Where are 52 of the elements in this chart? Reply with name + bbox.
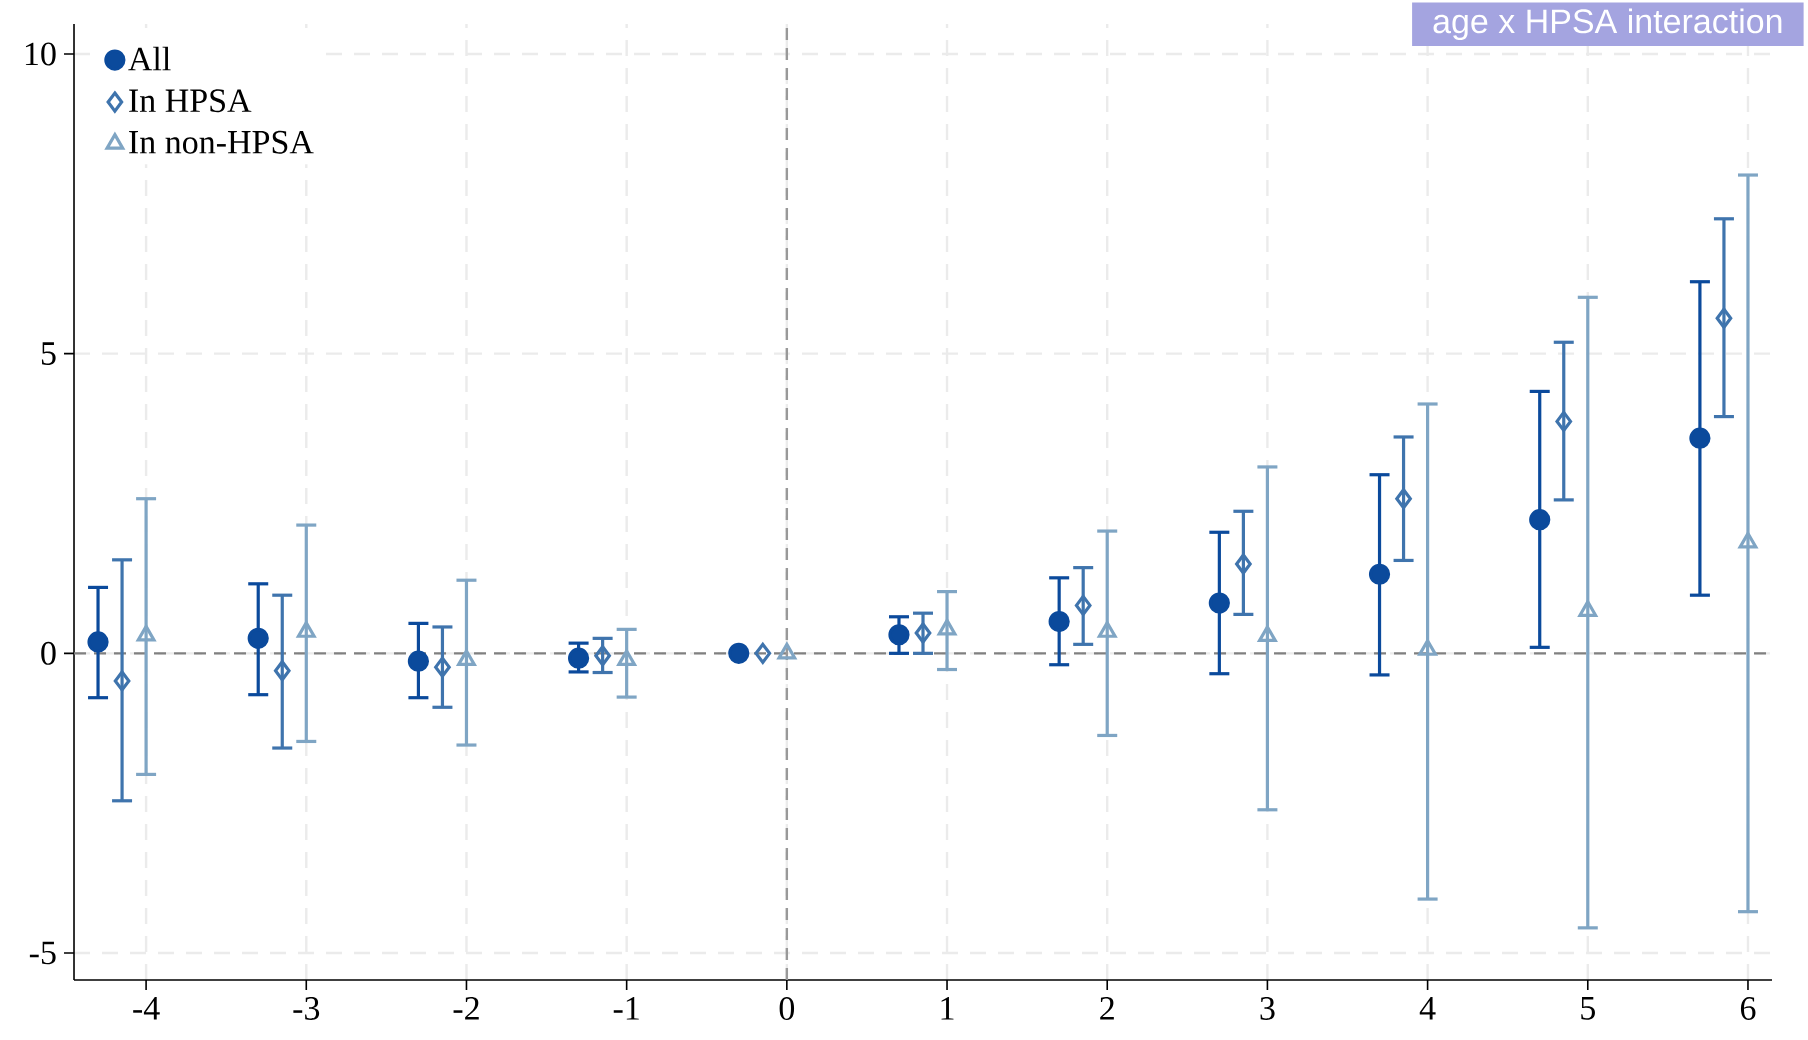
x-tick-label: 4 — [1419, 997, 1436, 1020]
point — [87, 631, 109, 653]
point — [1715, 307, 1733, 329]
point — [247, 627, 269, 649]
point — [407, 650, 430, 672]
point — [914, 622, 932, 644]
point — [1048, 610, 1070, 633]
point — [1258, 625, 1277, 643]
point — [457, 649, 476, 667]
point — [1235, 553, 1252, 575]
x-tick-label: 3 — [1260, 997, 1275, 1020]
point — [113, 670, 131, 692]
point — [1418, 639, 1437, 656]
legend-label: In HPSA — [129, 89, 252, 113]
point — [937, 618, 957, 636]
x-tick-label: -2 — [453, 997, 479, 1020]
point — [296, 621, 316, 638]
legend-label: All — [128, 46, 171, 71]
x-tick-label: -3 — [293, 997, 320, 1020]
point — [434, 656, 451, 678]
legend-label: In non-HPSA — [129, 130, 314, 154]
point — [1555, 410, 1573, 432]
point — [617, 649, 637, 667]
point — [1097, 621, 1117, 638]
point — [888, 624, 910, 646]
annotation: age x HPSA interaction — [1433, 8, 1782, 41]
y-tick-label: 0 — [41, 641, 56, 665]
point — [136, 624, 156, 642]
x-tick-label: 5 — [1581, 997, 1595, 1020]
point — [754, 642, 772, 664]
point — [1738, 531, 1758, 549]
point — [594, 645, 611, 667]
y-tick-label: -5 — [29, 941, 56, 965]
point — [273, 660, 291, 682]
y-tick-label: 5 — [41, 342, 56, 365]
x-tick-label: 6 — [1740, 997, 1756, 1020]
x-tick-label: -1 — [613, 997, 639, 1020]
x-tick-label: -4 — [133, 997, 160, 1020]
point — [1578, 600, 1598, 617]
point — [1208, 592, 1230, 614]
point — [777, 642, 797, 660]
point — [1689, 427, 1711, 449]
point — [1074, 594, 1092, 616]
x-tick-label: 0 — [779, 997, 795, 1021]
point — [1368, 563, 1391, 585]
point — [728, 642, 750, 664]
point — [568, 647, 590, 669]
point — [1395, 488, 1412, 510]
x-tick-label: 1 — [941, 997, 954, 1020]
x-tick-label: 2 — [1100, 997, 1114, 1020]
point — [1529, 509, 1551, 531]
y-tick-label: 10 — [25, 42, 56, 66]
